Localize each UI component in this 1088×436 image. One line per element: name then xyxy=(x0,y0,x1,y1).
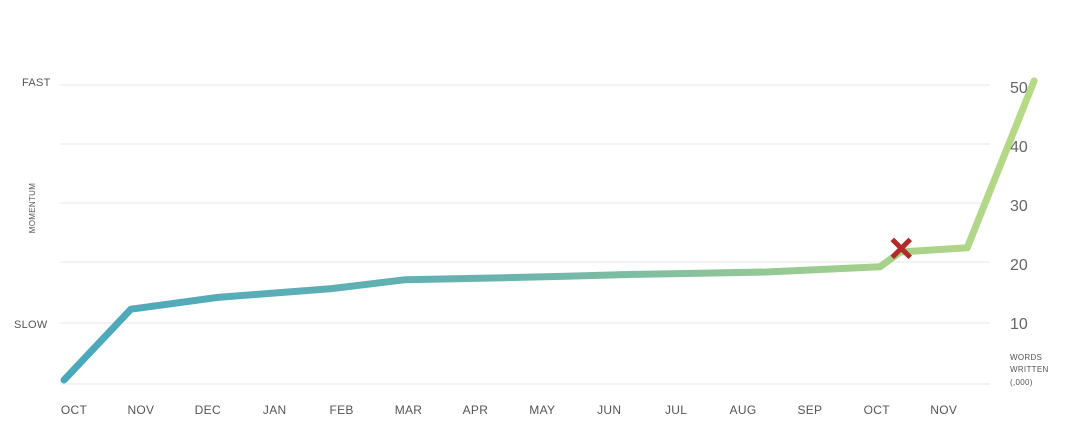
right-axis-label-line: WRITTEN xyxy=(1010,365,1049,374)
words-written-line xyxy=(60,77,1038,384)
x-tick-label: APR xyxy=(463,403,489,417)
x-tick-label: AUG xyxy=(730,403,757,417)
x-tick-label: FEB xyxy=(329,403,353,417)
marker-x-stroke xyxy=(890,237,913,260)
x-tick-label: DEC xyxy=(195,403,221,417)
x-tick-label: JAN xyxy=(263,403,287,417)
x-axis-ticks: OCT NOV DEC JAN FEB MAR APR MAY JUN JUL AUG SEP OCT N… xyxy=(61,403,957,417)
right-y-axis-ticks: 10 20 30 40 50 xyxy=(1010,80,1028,333)
x-tick-label: OCT xyxy=(864,403,891,417)
left-axis-label: MOMENTUM xyxy=(28,183,37,233)
marker-x-icon xyxy=(890,237,913,260)
x-tick-label: JUN xyxy=(597,403,621,417)
x-tick-label: NOV xyxy=(930,403,957,417)
left-tick-slow: SLOW xyxy=(14,319,48,331)
y-tick-label: 20 xyxy=(1010,257,1028,274)
right-axis-label-line: (,000) xyxy=(1010,378,1033,387)
x-tick-label: JUL xyxy=(665,403,687,417)
x-tick-label: MAY xyxy=(529,403,555,417)
left-tick-fast: FAST xyxy=(22,77,51,89)
x-tick-label: MAR xyxy=(395,403,423,417)
x-tick-label: OCT xyxy=(61,403,88,417)
x-tick-label: NOV xyxy=(127,403,154,417)
y-tick-label: 40 xyxy=(1010,139,1028,156)
right-axis-label: WORDS WRITTEN (,000) xyxy=(1010,353,1051,387)
y-tick-label: 10 xyxy=(1010,316,1028,333)
right-axis-label-line: WORDS xyxy=(1010,353,1042,362)
gridlines xyxy=(60,84,990,385)
y-tick-label: 50 xyxy=(1010,80,1028,97)
y-tick-label: 30 xyxy=(1010,198,1028,215)
x-tick-label: SEP xyxy=(797,403,822,417)
